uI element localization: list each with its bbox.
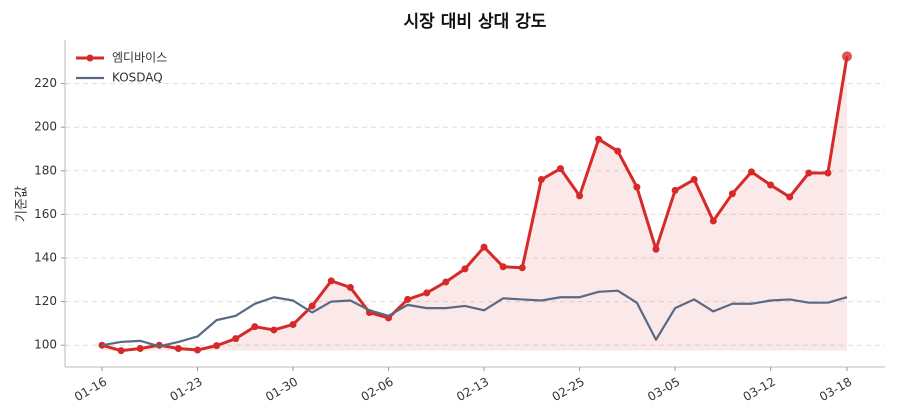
point — [289, 320, 297, 328]
point — [213, 342, 221, 350]
point — [136, 344, 144, 352]
point — [786, 193, 794, 201]
y-tick-label: 120 — [34, 294, 57, 308]
point — [576, 192, 584, 200]
point — [232, 335, 240, 343]
point — [461, 265, 469, 273]
x-tick-label: 01-23 — [168, 375, 205, 405]
point — [633, 183, 641, 191]
point — [174, 344, 182, 352]
point — [767, 181, 775, 189]
y-tick-label: 200 — [34, 120, 57, 134]
point — [747, 168, 755, 176]
point — [537, 176, 545, 184]
point — [805, 169, 813, 177]
x-tick-label: 01-30 — [263, 375, 300, 405]
point — [499, 263, 507, 271]
point — [480, 243, 488, 251]
point — [270, 326, 278, 334]
point — [824, 169, 832, 177]
point — [518, 264, 526, 272]
point — [595, 135, 603, 143]
x-tick-label: 02-13 — [454, 375, 491, 405]
point — [671, 186, 679, 194]
y-axis-label: 기준값 — [15, 186, 30, 222]
legend-label: KOSDAQ — [112, 71, 163, 85]
line — [101, 289, 848, 348]
y-tick-label: 160 — [34, 207, 57, 221]
point — [709, 217, 717, 225]
point — [652, 245, 660, 253]
x-tick-label: 03-05 — [645, 375, 682, 405]
y-tick-label: 100 — [34, 338, 57, 352]
point — [556, 165, 564, 173]
line — [101, 56, 849, 353]
point — [423, 289, 431, 297]
area — [102, 56, 847, 351]
point — [251, 323, 259, 331]
y-tick-label: 140 — [34, 251, 57, 265]
point — [728, 190, 736, 198]
point — [117, 347, 125, 355]
y-tick-label: 220 — [34, 76, 57, 90]
point — [614, 147, 622, 155]
point — [842, 51, 852, 62]
point — [404, 295, 412, 303]
point — [690, 176, 698, 184]
x-tick-label: 03-12 — [741, 375, 778, 405]
legend-label: 엠디바이스 — [112, 51, 167, 65]
legend-marker — [86, 54, 94, 62]
y-tick-label: 180 — [34, 163, 57, 177]
x-tick-label: 03-18 — [817, 375, 854, 405]
point — [308, 302, 316, 310]
x-tick-label: 01-16 — [72, 375, 109, 405]
x-tick-label: 02-25 — [550, 375, 587, 405]
point — [346, 283, 354, 291]
point — [327, 277, 335, 285]
x-tick-label: 02-06 — [359, 375, 396, 405]
chart-title: 시장 대비 상대 강도 — [404, 12, 547, 32]
point — [442, 278, 450, 286]
point — [194, 346, 202, 354]
